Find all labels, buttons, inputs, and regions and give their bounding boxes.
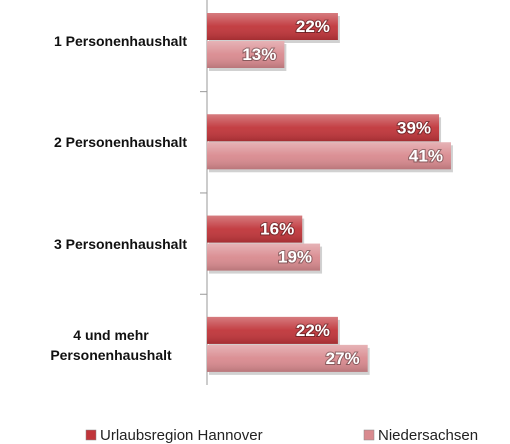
legend-swatch xyxy=(363,429,375,441)
legend-swatch xyxy=(85,429,97,441)
category-label: 3 Personenhaushalt xyxy=(53,235,187,252)
bar-shine xyxy=(207,41,285,68)
value-label: 13% xyxy=(242,45,276,64)
category-label: 4 und mehr Personenhaushalt xyxy=(50,326,172,363)
bar-shine xyxy=(207,243,321,271)
bar-shine xyxy=(207,316,338,344)
bar-shine xyxy=(207,13,338,40)
value-label: 41% xyxy=(409,146,443,165)
category-label: 1 Personenhaushalt xyxy=(53,33,187,49)
value-label: 27% xyxy=(326,349,360,368)
legend-label: Niedersachsen xyxy=(378,427,478,444)
category-label: 2 Personenhaushalt xyxy=(53,134,187,151)
value-label: 19% xyxy=(278,248,312,267)
value-label: 39% xyxy=(397,118,431,137)
bar-shine xyxy=(207,114,440,142)
bar-shine xyxy=(207,344,368,372)
legend-label: Urlaubsregion Hannover xyxy=(100,427,263,444)
bar-shine xyxy=(207,142,451,170)
value-label: 16% xyxy=(260,220,294,239)
bar-shine xyxy=(207,215,303,243)
value-label: 22% xyxy=(296,321,330,340)
value-label: 22% xyxy=(296,17,330,36)
